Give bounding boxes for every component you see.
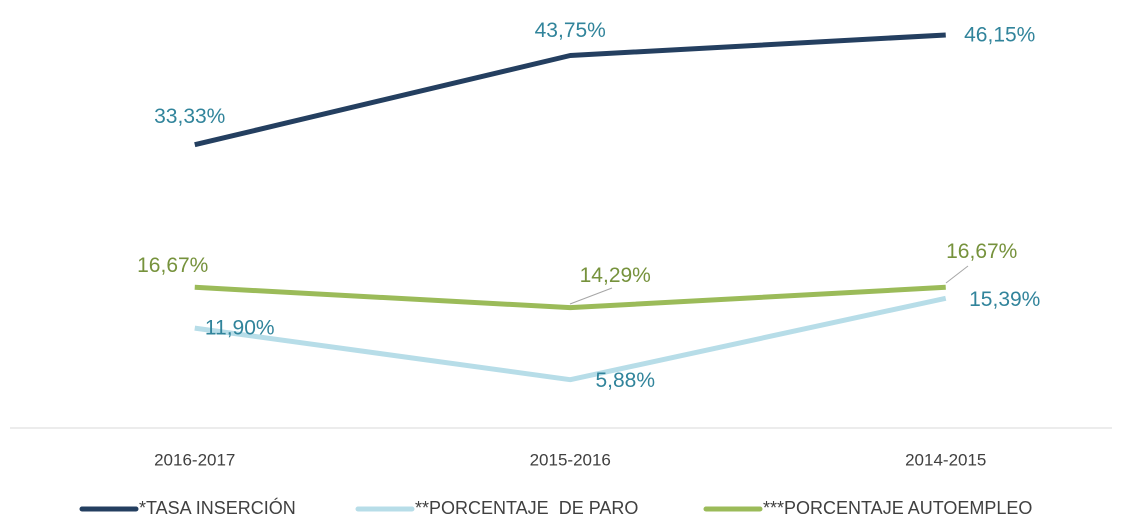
data-label: 33,33% xyxy=(154,105,225,128)
x-tick-label: 2016-2017 xyxy=(154,450,235,469)
legend-label: **PORCENTAJE DE PARO xyxy=(415,498,638,518)
data-label: 16,67% xyxy=(946,240,1017,263)
data-label: 46,15% xyxy=(964,24,1035,47)
legend-label: ***PORCENTAJE AUTOEMPLEO xyxy=(763,498,1032,518)
legend-label: *TASA INSERCIÓN xyxy=(139,497,296,518)
series-line xyxy=(194,32,946,148)
series-line xyxy=(194,295,947,383)
leader-line xyxy=(569,287,613,305)
data-label: 11,90% xyxy=(205,317,275,340)
data-label: 15,39% xyxy=(969,288,1040,311)
x-tick-label: 2014-2015 xyxy=(905,450,986,469)
data-label: 16,67% xyxy=(137,254,208,277)
leader-line xyxy=(945,265,969,284)
data-label: 43,75% xyxy=(535,19,606,42)
series-line xyxy=(194,284,946,311)
x-tick-label: 2015-2016 xyxy=(530,450,611,469)
data-label: 14,29% xyxy=(580,264,651,287)
data-label: 5,88% xyxy=(595,369,655,392)
